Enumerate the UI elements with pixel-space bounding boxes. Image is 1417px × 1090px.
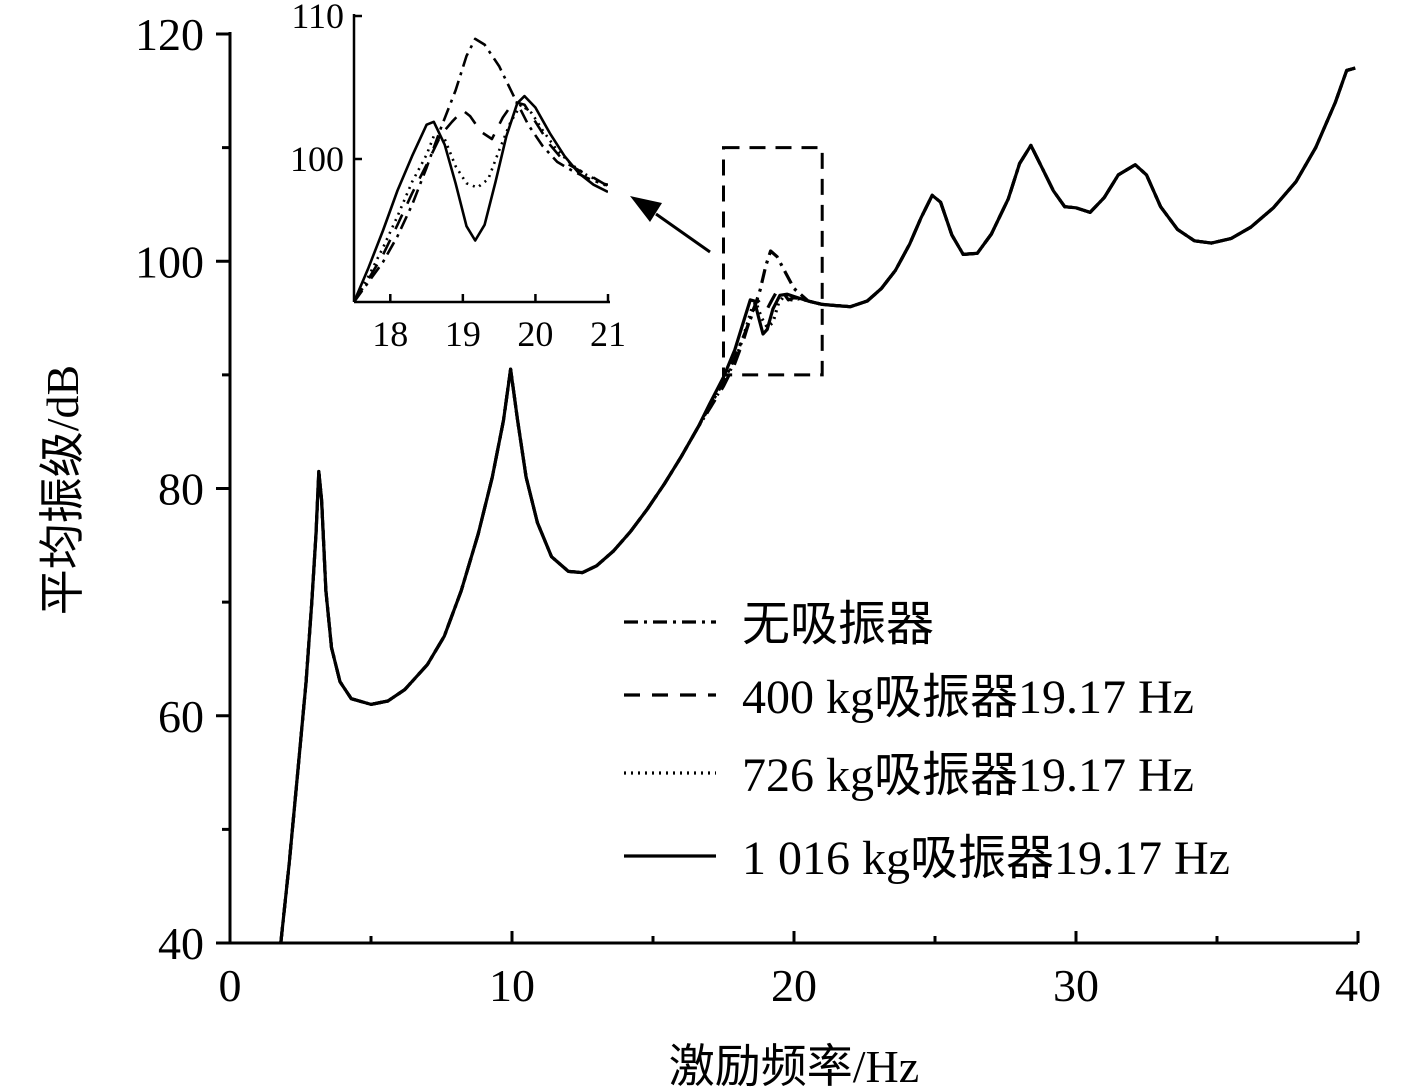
main-tick-labels: 40 60 80 100 120 0 10 20 30 40 [135,9,1381,1011]
y-tick-label: 80 [158,464,204,515]
legend: 无吸振器 400 kg吸振器19.17 Hz 726 kg吸振器19.17 Hz 1 … [624,598,1230,885]
inset-x-tick-label: 20 [517,314,553,354]
legend-label-2: 400 kg吸振器19.17 Hz [742,671,1194,724]
x-tick-label: 40 [1335,960,1381,1011]
zoom-arrow [630,196,711,254]
series-line-3 [279,66,1356,944]
inset-plot: 18 19 20 21 100 110 [290,0,626,354]
inset-y-tick-label: 100 [290,139,344,179]
inset-x-tick-label: 21 [590,314,626,354]
series-line-1 [279,66,1356,944]
y-tick-label: 60 [158,691,204,742]
inset-series-line-2 [354,100,608,302]
inset-series [354,37,608,302]
inset-x-tick-label: 19 [445,314,481,354]
main-series [279,66,1356,944]
y-axis-label: 平均振级/dB [37,365,88,615]
x-tick-label: 20 [771,960,817,1011]
y-tick-label: 40 [158,918,204,969]
series-line-4 [279,66,1356,944]
x-tick-label: 30 [1053,960,1099,1011]
y-tick-label: 120 [135,9,204,60]
y-tick-label: 100 [135,236,204,287]
inset-y-tick-label: 110 [291,0,344,36]
legend-label-4: 1 016 kg吸振器19.17 Hz [742,832,1230,885]
legend-label-3: 726 kg吸振器19.17 Hz [742,749,1194,802]
x-axis-label: 激励频率/Hz [669,1041,919,1090]
zoom-box [722,146,824,377]
inset-series-line-1 [354,37,608,302]
main-ticks [216,32,1360,945]
x-tick-label: 10 [489,960,535,1011]
inset-tick-labels: 18 19 20 21 100 110 [290,0,626,354]
series-line-2 [279,66,1356,944]
x-tick-label: 0 [219,960,242,1011]
inset-x-tick-label: 18 [372,314,408,354]
inset-ticks [354,14,610,302]
legend-label-1: 无吸振器 [742,598,934,651]
inset-series-line-4 [354,94,608,302]
